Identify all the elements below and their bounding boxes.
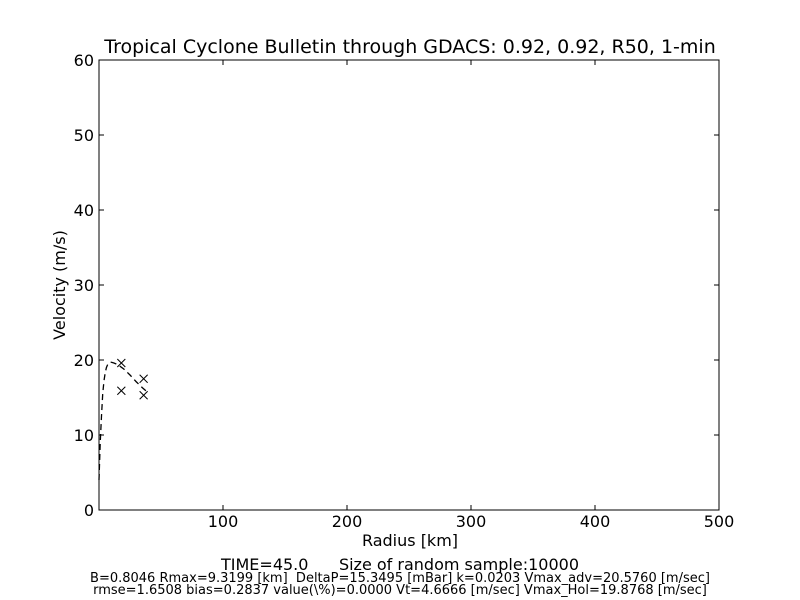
data-point: [116, 386, 126, 396]
data-point: [116, 358, 126, 368]
x-axis-label: Radius [km]: [362, 531, 458, 550]
y-tick-label: 0: [84, 501, 94, 520]
y-tick-label: 20: [74, 351, 94, 370]
footer-line-2: B=0.8046 Rmax=9.3199 [km] DeltaP=15.3495…: [90, 571, 710, 586]
y-tick-label: 40: [74, 201, 94, 220]
x-tick-label: 200: [332, 512, 363, 531]
y-tick-label: 50: [74, 126, 94, 145]
x-tick-label: 100: [208, 512, 239, 531]
data-point: [139, 390, 148, 400]
x-tick-label: 500: [704, 512, 735, 531]
fitted-profile-line: [98, 361, 150, 481]
y-tick-label: 60: [74, 51, 94, 70]
chart-title: Tropical Cyclone Bulletin through GDACS:…: [103, 36, 716, 58]
y-tick-label: 30: [74, 276, 94, 295]
x-tick-label: 300: [456, 512, 487, 531]
data-layer: [98, 358, 150, 481]
footer-line-3: rmse=1.6508 bias=0.2837 value(\%)=0.0000…: [93, 583, 707, 598]
ticks: 100 200 300 400 500 0 10 20 30 40 50 60: [74, 51, 735, 531]
y-tick-label: 10: [74, 426, 94, 445]
y-axis-label: Velocity (m/s): [50, 230, 69, 340]
x-tick-label: 400: [580, 512, 611, 531]
plot-area: [98, 59, 720, 511]
data-point: [139, 374, 148, 384]
footer-line-1: TIME=45.0 Size of random sample:10000: [220, 555, 579, 574]
